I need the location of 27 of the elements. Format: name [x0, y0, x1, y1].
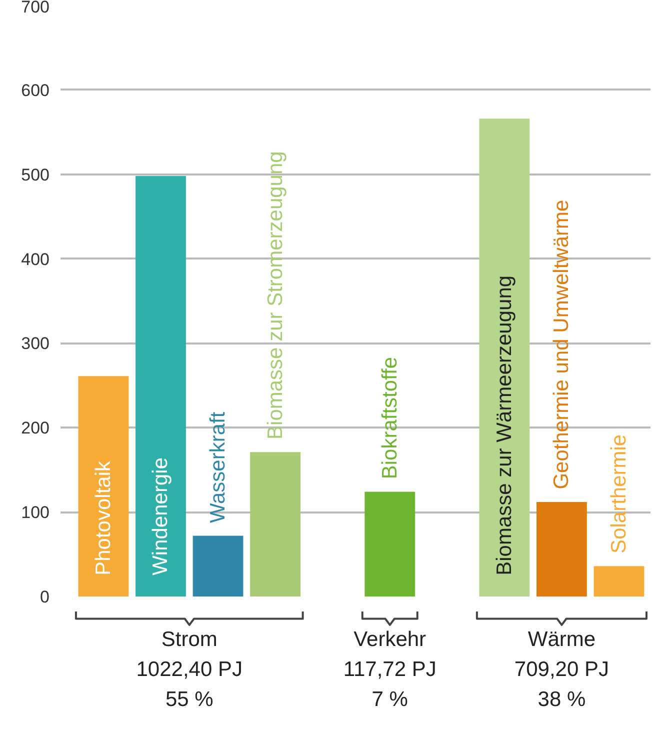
x-tick-label: Photovoltaik: [92, 460, 115, 576]
y-tick-label: 400: [21, 250, 50, 269]
y-tick-label: 500: [21, 165, 50, 184]
bar: [136, 176, 186, 596]
bar: [479, 118, 530, 596]
x-tick-label: Windenergie: [149, 457, 172, 576]
y-tick-label: 0: [40, 588, 50, 606]
y-tick-label: 200: [21, 418, 50, 438]
x-tick-label: Biomasse zur Wärmeerzeugung: [492, 275, 516, 576]
bar: [594, 566, 644, 596]
x-tick-label: Geothermie und Umweltwärme: [550, 200, 574, 490]
bar: [250, 452, 301, 596]
y-tick-label: 300: [21, 334, 50, 354]
bar: [78, 376, 129, 596]
bar: [192, 536, 244, 596]
bar: [536, 502, 587, 596]
x-tick-label: Wasserkraft: [206, 412, 230, 524]
x-tick-label: Solarthermie: [607, 434, 630, 554]
y-tick-label: 600: [21, 80, 50, 100]
text: Verkehr 117,72 PJ 7 %: [343, 628, 436, 711]
text: Wärme 709,20 PJ 38 %: [514, 628, 610, 711]
text: Strom 1022,40 PJ 55 %: [136, 628, 243, 711]
x-tick-label: Biomasse zur Stromerzeugung: [264, 151, 287, 440]
y-tick-label: 100: [21, 503, 50, 522]
x-tick-label: Biokraftstoffe: [378, 356, 402, 480]
y-tick-label: 700: [21, 0, 50, 16]
bar: [364, 492, 416, 596]
